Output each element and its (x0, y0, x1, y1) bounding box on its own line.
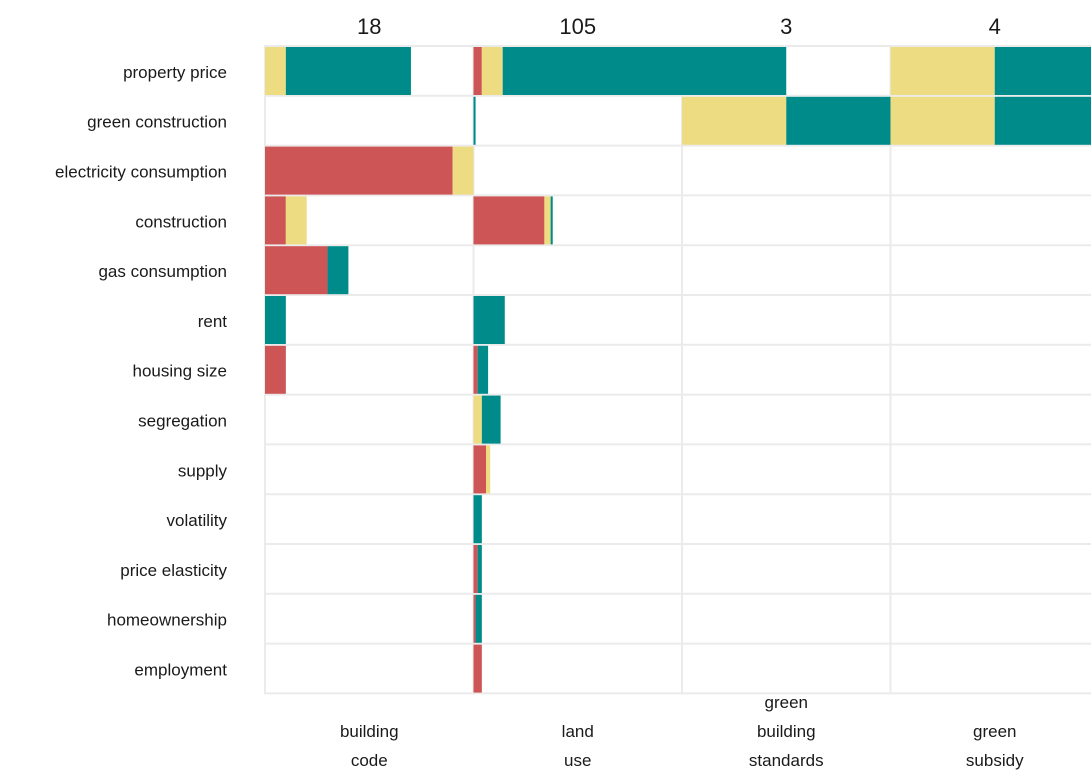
count-layer: 18 105 3 4 (357, 14, 1001, 39)
bar-segment-teal (682, 47, 787, 95)
row-label: electricity consumption (55, 163, 227, 182)
bar-segment-red (473, 345, 478, 394)
panel-label: green subsidy (966, 722, 1024, 770)
bar-segment-red (265, 196, 286, 245)
row-label-layer: property price green construction electric… (55, 63, 227, 680)
bar-segment-yellow (285, 196, 307, 245)
bar-segment-red (265, 146, 453, 195)
bar-segment-teal (473, 96, 476, 145)
panel-count: 105 (559, 14, 596, 39)
bar-segment-yellow (265, 47, 286, 95)
bar-segment-red (473, 47, 482, 95)
bar-layer (265, 47, 1091, 693)
row-label: supply (178, 461, 228, 480)
bar-segment-teal (502, 47, 682, 95)
bar-segment-red (473, 545, 478, 593)
bar-segment-teal (473, 495, 482, 544)
row-label: segregation (138, 412, 227, 431)
bar-segment-yellow (544, 196, 551, 245)
bar-segment-teal (477, 345, 489, 394)
panel-label: green building standards (749, 693, 824, 770)
row-label: housing size (132, 362, 227, 381)
bar-segment-yellow (890, 47, 995, 95)
bar-segment-teal (786, 96, 891, 145)
row-label: gas consumption (98, 262, 227, 281)
bar-segment-red (265, 246, 328, 295)
row-label: property price (123, 63, 227, 82)
bar-segment-red (265, 345, 286, 394)
panel-label: building code (340, 722, 399, 770)
row-label: price elasticity (120, 561, 227, 580)
bar-segment-red (473, 644, 482, 693)
bar-segment-teal (994, 47, 1091, 95)
row-label: green construction (87, 113, 227, 132)
bar-segment-teal (473, 296, 505, 344)
bar-segment-red (473, 196, 545, 245)
bar-segment-yellow (486, 445, 491, 494)
panel-count: 3 (780, 14, 792, 39)
bar-segment-teal (550, 196, 553, 245)
bar-segment-yellow (481, 47, 503, 95)
bar-segment-yellow (473, 395, 482, 444)
row-label: employment (134, 661, 227, 680)
bar-segment-teal (285, 47, 411, 95)
bar-segment-yellow (682, 96, 787, 145)
row-label: rent (198, 312, 228, 331)
bar-segment-teal (477, 545, 482, 593)
bar-segment-teal (481, 395, 501, 444)
bar-segment-teal (475, 594, 482, 643)
bar-segment-red (473, 445, 487, 494)
bar-segment-yellow (452, 146, 474, 195)
bar-segment-teal (994, 96, 1091, 145)
row-label: construction (135, 212, 227, 231)
grid-layer (264, 45, 1091, 695)
col-label-layer: building code land use green building standard… (340, 693, 1024, 770)
bar-segment-yellow (890, 96, 995, 145)
row-label: homeownership (107, 611, 227, 630)
row-label: volatility (167, 511, 228, 530)
bar-segment-teal (265, 296, 286, 344)
panel-count: 4 (989, 14, 1001, 39)
panel-label: land use (562, 722, 594, 770)
panel-count: 18 (357, 14, 381, 39)
bar-segment-teal (327, 246, 349, 295)
bar-segment-red (473, 594, 476, 643)
